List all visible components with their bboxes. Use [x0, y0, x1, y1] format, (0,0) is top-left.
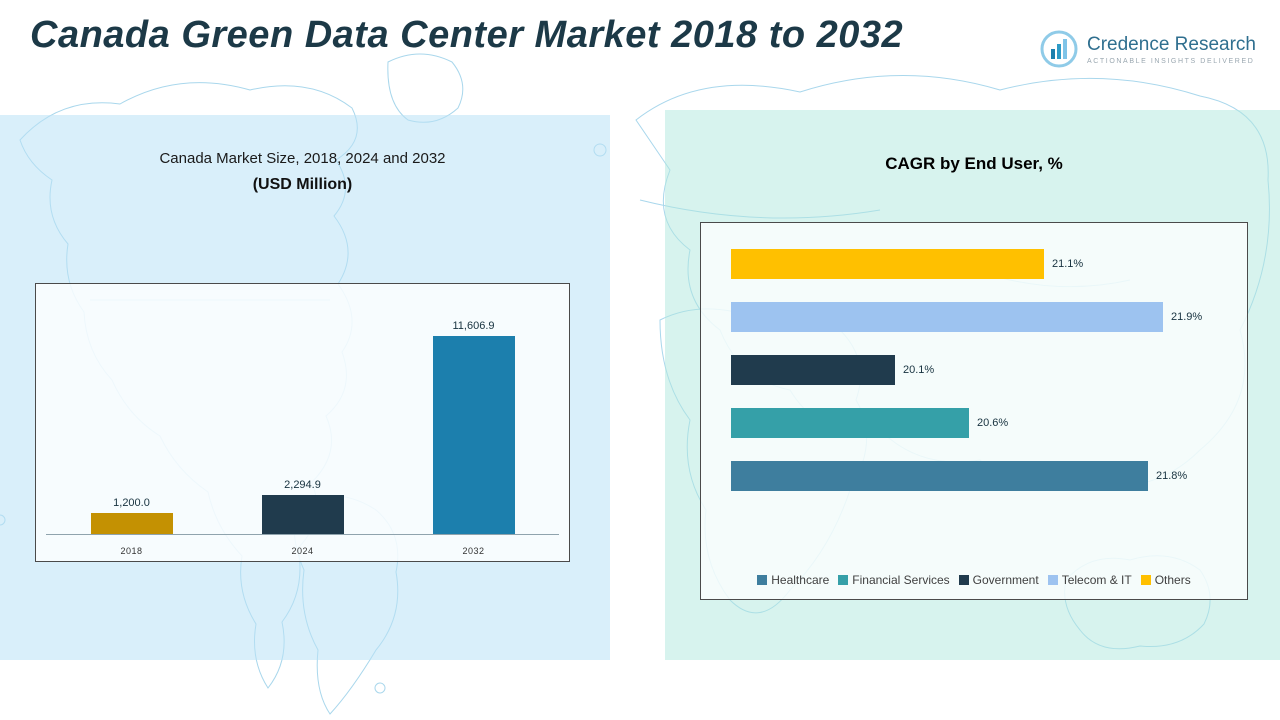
market-size-chart: 1,200.0 2,294.9 11,606.9 2018 2024 2032: [35, 283, 570, 562]
legend-label: Others: [1154, 573, 1191, 587]
cagr-row-Telecom & IT: 21.9%: [731, 302, 1231, 332]
cagr-bar-Financial Services: [731, 408, 969, 438]
cagr-bar-Telecom & IT: [731, 302, 1163, 332]
page-title: Canada Green Data Center Market 2018 to …: [30, 14, 904, 56]
cagr-chart: 21.1% 21.9% 20.1% 20.6% 21.8% Healthcare Fina…: [700, 222, 1248, 600]
cagr-chart-title: CAGR by End User, %: [885, 154, 1063, 173]
bar-2032: [432, 336, 515, 534]
axis-label-2018: 2018: [120, 546, 143, 556]
legend-swatch: [757, 575, 768, 585]
legend-swatch: [958, 575, 969, 585]
market-size-axis: 2018 2024 2032: [46, 546, 559, 556]
legend-label: Healthcare: [771, 573, 830, 587]
cagr-rows: 21.1% 21.9% 20.1% 20.6% 21.8%: [731, 249, 1231, 491]
bar-column-2032: 11,606.9: [432, 320, 515, 534]
legend-label: Telecom & IT: [1061, 573, 1132, 587]
legend-item-government: Government: [958, 573, 1039, 587]
bar-value-label: 11,606.9: [452, 320, 495, 332]
logo-tagline: Actionable Insights Delivered: [1087, 57, 1255, 65]
logo: Credence Research Actionable Insights De…: [1038, 28, 1256, 70]
bar-column-2018: 1,200.0: [90, 497, 173, 534]
bar-value-label: 1,200.0: [113, 497, 150, 509]
legend-swatch: [1140, 575, 1151, 585]
legend-item-healthcare: Healthcare: [757, 573, 829, 587]
market-size-chart-subtitle: (USD Million): [252, 176, 353, 193]
cagr-row-Healthcare: 21.8%: [731, 461, 1231, 491]
legend-label: Government: [972, 573, 1039, 587]
market-size-chart-title: Canada Market Size, 2018, 2024 and 2032: [159, 150, 446, 167]
legend-item-others: Others: [1140, 573, 1191, 587]
cagr-value-label: 20.6%: [977, 417, 1009, 429]
cagr-value-label: 21.9%: [1171, 311, 1203, 323]
legend-item-telecom-it: Telecom & IT: [1047, 573, 1132, 587]
legend-item-financial-services: Financial Services: [838, 573, 950, 587]
cagr-bar-Others: [731, 249, 1044, 279]
legend-label: Financial Services: [852, 573, 950, 587]
cagr-value-label: 20.1%: [903, 364, 935, 376]
cagr-value-label: 21.1%: [1052, 258, 1084, 270]
cagr-row-Government: 20.1%: [731, 355, 1231, 385]
market-size-plot: 1,200.0 2,294.9 11,606.9: [46, 292, 559, 535]
bar-value-label: 2,294.9: [284, 479, 321, 491]
logo-chart-icon: [1040, 30, 1078, 68]
logo-name: Credence Research: [1087, 33, 1256, 55]
cagr-bar-Healthcare: [731, 461, 1148, 491]
bar-2018: [90, 513, 173, 534]
axis-label-2024: 2024: [291, 546, 314, 556]
axis-label-2032: 2032: [462, 546, 485, 556]
cagr-bar-Government: [731, 355, 895, 385]
bar-2024: [261, 495, 344, 534]
bar-column-2024: 2,294.9: [261, 479, 344, 534]
cagr-legend: Healthcare Financial Services Government Te…: [701, 573, 1247, 587]
map-island-2: [374, 682, 386, 694]
cagr-value-label: 21.8%: [1156, 470, 1188, 482]
legend-swatch: [1047, 575, 1058, 585]
legend-swatch: [838, 575, 849, 585]
cagr-row-Financial Services: 20.6%: [731, 408, 1231, 438]
map-greenland: [387, 53, 464, 123]
cagr-row-Others: 21.1%: [731, 249, 1231, 279]
